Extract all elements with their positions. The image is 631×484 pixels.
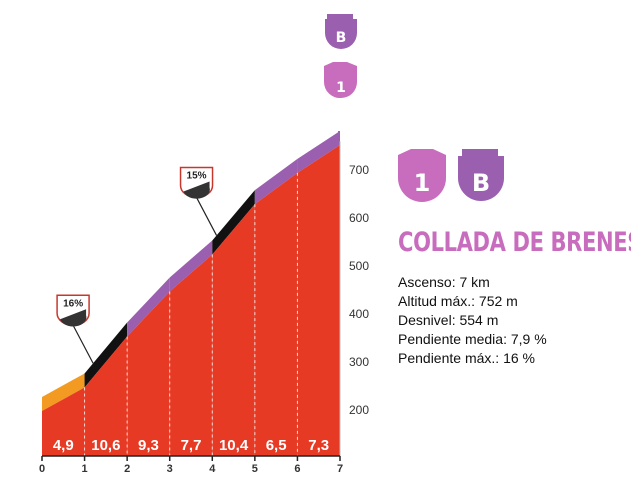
category-badge-text: 1 (414, 169, 431, 197)
y-tick-label: 600 (349, 211, 369, 225)
profile-segment-area (254, 172, 298, 456)
profile-segment-area (42, 387, 85, 456)
callout-slope-icon (183, 181, 210, 199)
gradient-markers: 16% 15% (56, 166, 218, 364)
climb-name: COLLADA DE BRENES (398, 227, 631, 258)
x-tick-label: 6 (294, 463, 300, 475)
profile-edge-segment (127, 277, 170, 337)
profile-edge-segment (212, 190, 255, 255)
stat-avg-gradient: Pendiente media: 7,9 % (398, 331, 547, 347)
x-tick-label: 0 (39, 463, 45, 475)
y-tick-label: 700 (349, 163, 369, 177)
summit-category-badge: 1 (323, 62, 357, 99)
profile-edge-segment (254, 158, 298, 205)
axis-layer: 200 300 400 500 600 700 0 1 2 3 4 5 6 7 (39, 141, 369, 475)
x-tick-label: 5 (252, 463, 258, 475)
callout-slope-icon (60, 309, 87, 327)
profile-edge-segment (42, 373, 85, 411)
segment-gradient-label: 10,4 (219, 437, 249, 454)
callout-label: 15% (187, 170, 207, 181)
stat-elevation-gain: Desnivel: 554 m (398, 312, 499, 328)
callout-leader (72, 324, 94, 364)
profile-segment-area (127, 291, 170, 456)
segment-gradient-label: 6,5 (266, 437, 287, 454)
profile-segment-area (84, 336, 128, 456)
segment-gradient-label: 4,9 (53, 437, 74, 454)
stat-max-altitude: Altitud máx.: 752 m (398, 293, 518, 309)
summit-bonus-text: B (336, 30, 347, 46)
segment-gradient-label: 7,3 (308, 437, 329, 454)
stat-max-gradient: Pendiente máx.: 16 % (398, 350, 535, 366)
bonus-badge: B (458, 149, 504, 201)
y-tick-label: 400 (349, 307, 369, 321)
profile-edge-segment (297, 131, 340, 173)
gradient-callout: 15% (179, 166, 218, 236)
bonus-badge-text: B (472, 169, 490, 197)
summit-bonus-badge: B (325, 14, 357, 49)
x-tick-label: 4 (209, 463, 216, 475)
y-tick-label: 200 (349, 403, 369, 417)
segment-gradient-label: 9,3 (138, 437, 159, 454)
segment-gradient-label: 7,7 (181, 437, 202, 454)
profile-segment-area (297, 145, 340, 457)
x-tick-label: 7 (337, 463, 343, 475)
profile-edge-segment (169, 240, 213, 292)
category-badge: 1 (398, 149, 446, 202)
x-tick-label: 3 (167, 463, 173, 475)
y-tick-label: 500 (349, 259, 369, 273)
profile-edge-segment (84, 322, 128, 388)
profile-layer: 4,9 10,6 9,3 7,7 10,4 6,5 7,3 (42, 131, 340, 457)
stat-ascent: Ascenso: 7 km (398, 274, 490, 290)
profile-segment-area (212, 204, 255, 456)
climb-stats: Ascenso: 7 km Altitud máx.: 752 m Desniv… (398, 273, 623, 368)
callout-leader (196, 197, 218, 236)
profile-segment-area (169, 254, 213, 456)
summit-category-text: 1 (336, 80, 346, 96)
x-tick-label: 2 (124, 463, 130, 475)
x-tick-label: 1 (82, 463, 88, 475)
segment-gradient-label: 10,6 (91, 437, 120, 454)
callout-label: 16% (63, 298, 83, 309)
y-tick-label: 300 (349, 355, 369, 369)
gradient-callout: 16% (56, 294, 94, 364)
climb-info: COLLADA DE BRENES Ascenso: 7 km Altitud … (398, 225, 631, 368)
